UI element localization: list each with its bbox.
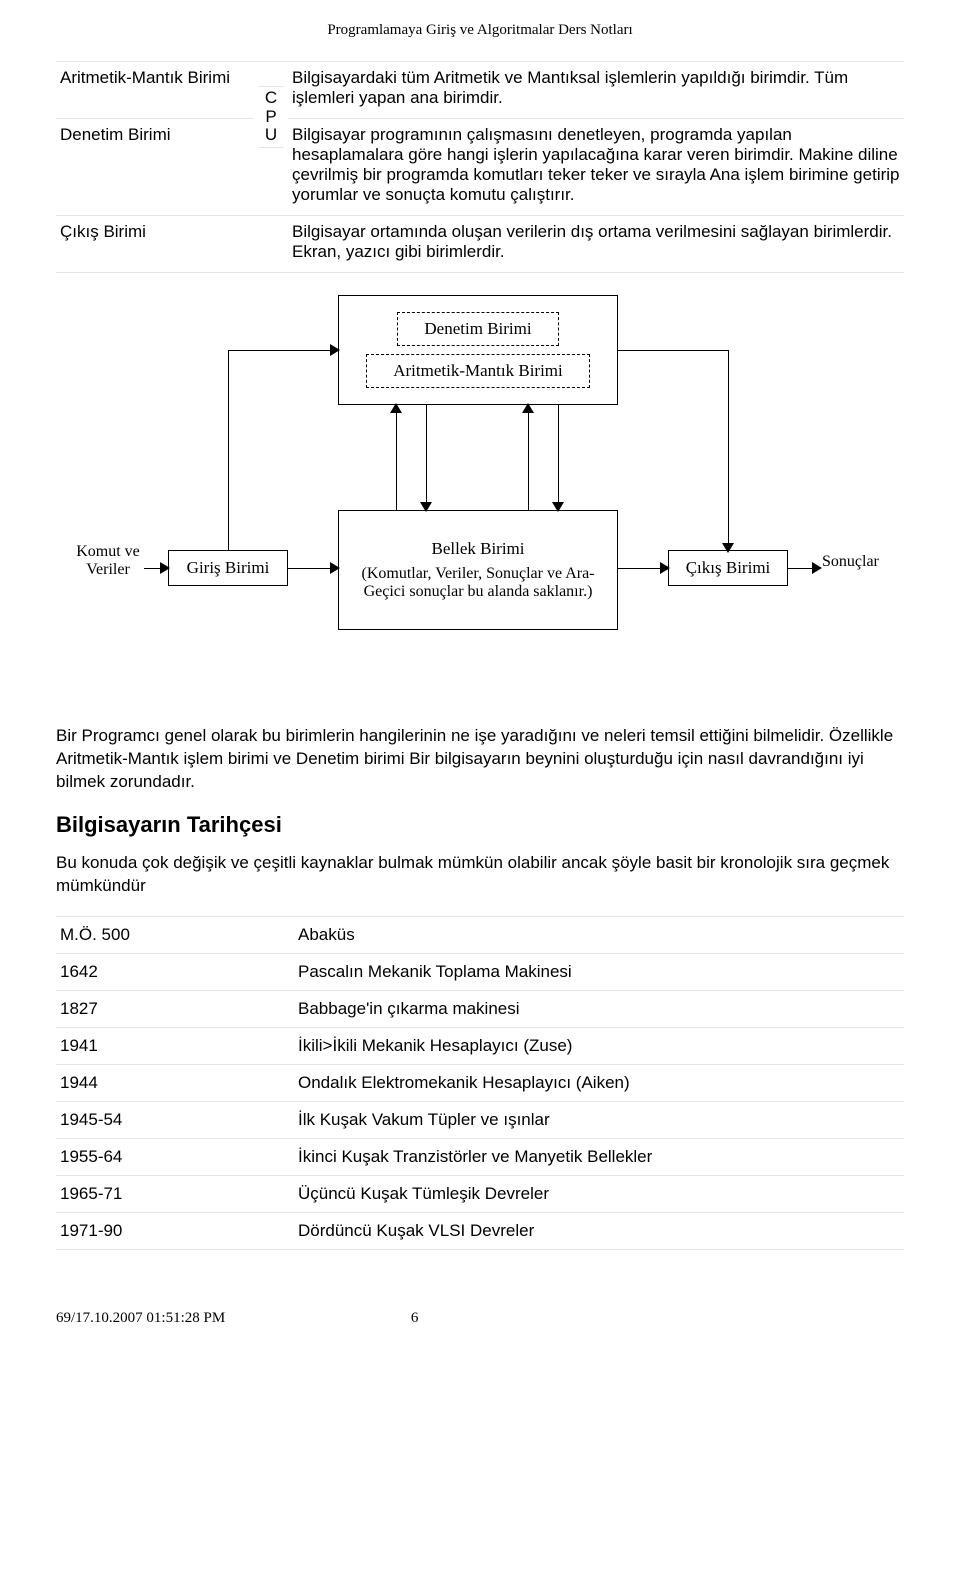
input-label: Komut ve Veriler — [66, 543, 150, 580]
table-row: 1965-71Üçüncü Kuşak Tümleşik Devreler — [56, 1175, 904, 1212]
paragraph: Bir Programcı genel olarak bu birimlerin… — [56, 725, 904, 794]
footer-timestamp: 69/17.10.2007 01:51:28 PM — [56, 1310, 225, 1327]
cpu-label: C P U — [258, 86, 284, 148]
page-header: Programlamaya Giriş ve Algoritmalar Ders… — [56, 22, 904, 39]
input-unit-box: Giriş Birimi — [168, 550, 288, 586]
year-cell: 1642 — [56, 953, 294, 990]
event-cell: İlk Kuşak Vakum Tüpler ve ışınlar — [294, 1101, 904, 1138]
year-cell: 1945-54 — [56, 1101, 294, 1138]
paragraph: Bu konuda çok değişik ve çeşitli kaynakl… — [56, 852, 904, 898]
year-cell: 1944 — [56, 1064, 294, 1101]
event-cell: İkinci Kuşak Tranzistörler ve Manyetik B… — [294, 1138, 904, 1175]
unit-name: Denetim Birimi — [56, 119, 254, 216]
memory-subtitle: (Komutlar, Veriler, Sonuçlar ve Ara-Geçi… — [345, 565, 611, 601]
unit-desc: Bilgisayar ortamında oluşan verilerin dı… — [288, 216, 904, 273]
table-row: 1941İkili>İkili Mekanik Hesaplayıcı (Zus… — [56, 1027, 904, 1064]
table-row: 1971-90Dördüncü Kuşak VLSI Devreler — [56, 1212, 904, 1249]
cpu-box: Denetim Birimi Aritmetik-Mantık Birimi — [338, 295, 618, 405]
output-unit-box: Çıkış Birimi — [668, 550, 788, 586]
memory-box: Bellek Birimi (Komutlar, Veriler, Sonuçl… — [338, 510, 618, 630]
timeline-table: M.Ö. 500Abaküs 1642Pascalın Mekanik Topl… — [56, 916, 904, 1250]
table-row: 1955-64İkinci Kuşak Tranzistörler ve Man… — [56, 1138, 904, 1175]
year-cell: 1955-64 — [56, 1138, 294, 1175]
event-cell: Babbage'in çıkarma makinesi — [294, 990, 904, 1027]
unit-name: Çıkış Birimi — [56, 216, 254, 273]
footer-spacer — [604, 1310, 904, 1327]
memory-title: Bellek Birimi — [431, 539, 524, 559]
event-cell: İkili>İkili Mekanik Hesaplayıcı (Zuse) — [294, 1027, 904, 1064]
table-row: 1827Babbage'in çıkarma makinesi — [56, 990, 904, 1027]
event-cell: Üçüncü Kuşak Tümleşik Devreler — [294, 1175, 904, 1212]
table-row: Denetim Birimi Bilgisayar programının ça… — [56, 119, 904, 216]
alu-box: Aritmetik-Mantık Birimi — [366, 354, 590, 388]
year-cell: 1971-90 — [56, 1212, 294, 1249]
year-cell: 1965-71 — [56, 1175, 294, 1212]
table-row: Çıkış Birimi Bilgisayar ortamında oluşan… — [56, 216, 904, 273]
year-cell: M.Ö. 500 — [56, 916, 294, 953]
architecture-diagram: Denetim Birimi Aritmetik-Mantık Birimi B… — [66, 295, 894, 695]
page-number: 6 — [265, 1310, 565, 1327]
section-heading: Bilgisayarın Tarihçesi — [56, 812, 904, 838]
unit-desc: Bilgisayar programının çalışmasını denet… — [288, 119, 904, 216]
units-table: Aritmetik-Mantık Birimi C P U Bilgisayar… — [56, 61, 904, 273]
unit-desc: Bilgisayardaki tüm Aritmetik ve Mantıksa… — [288, 62, 904, 119]
output-label: Sonuçlar — [822, 553, 879, 571]
event-cell: Pascalın Mekanik Toplama Makinesi — [294, 953, 904, 990]
page-footer: 69/17.10.2007 01:51:28 PM 6 — [56, 1310, 904, 1327]
event-cell: Dördüncü Kuşak VLSI Devreler — [294, 1212, 904, 1249]
table-row: 1944Ondalık Elektromekanik Hesaplayıcı (… — [56, 1064, 904, 1101]
year-cell: 1941 — [56, 1027, 294, 1064]
table-row: Aritmetik-Mantık Birimi C P U Bilgisayar… — [56, 62, 904, 119]
unit-name: Aritmetik-Mantık Birimi — [56, 62, 254, 119]
control-unit-box: Denetim Birimi — [397, 312, 558, 346]
table-row: 1642Pascalın Mekanik Toplama Makinesi — [56, 953, 904, 990]
cpu-empty — [254, 216, 288, 273]
cpu-label-cell: C P U — [254, 62, 288, 216]
event-cell: Ondalık Elektromekanik Hesaplayıcı (Aike… — [294, 1064, 904, 1101]
table-row: 1945-54İlk Kuşak Vakum Tüpler ve ışınlar — [56, 1101, 904, 1138]
year-cell: 1827 — [56, 990, 294, 1027]
event-cell: Abaküs — [294, 916, 904, 953]
table-row: M.Ö. 500Abaküs — [56, 916, 904, 953]
